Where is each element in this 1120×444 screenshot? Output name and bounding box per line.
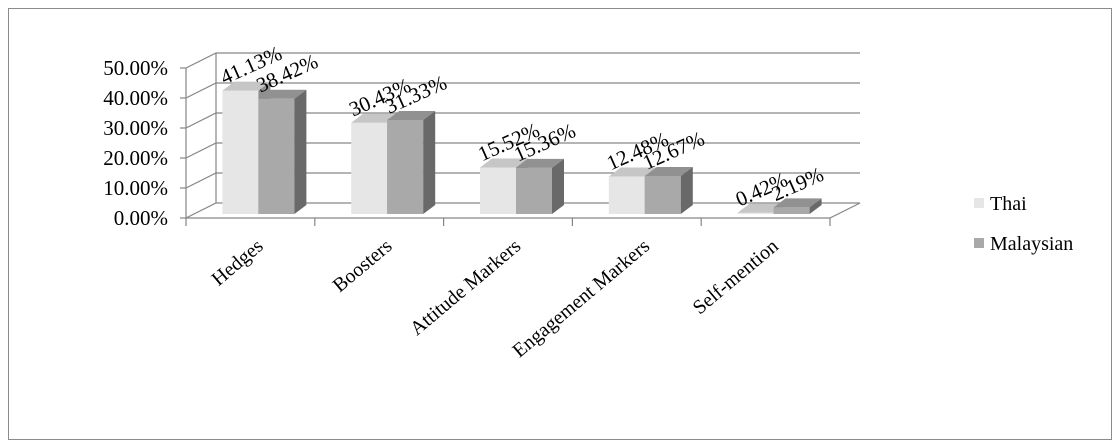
bar-front-face	[480, 167, 516, 214]
y-tick-label: 50.00%	[103, 56, 168, 80]
bar-top-face	[608, 167, 657, 177]
bar-front-face	[351, 122, 388, 214]
y-tick-label: 30.00%	[103, 116, 168, 140]
chart-bars	[222, 81, 822, 214]
x-category-label: Self-mention	[689, 235, 783, 319]
bar-front-face	[516, 167, 552, 214]
bar-top-face	[387, 111, 436, 121]
y-tick-label: 40.00%	[103, 86, 168, 110]
bar-top-face	[773, 198, 822, 208]
bar-side-face	[680, 166, 693, 214]
bar-side-face	[552, 158, 564, 214]
bar	[387, 111, 436, 214]
legend-label: Malaysian	[990, 233, 1073, 255]
bar-top-face	[258, 89, 307, 99]
x-category-label: Boosters	[329, 235, 397, 297]
y-axis: 0.00% 10.00% 20.00% 30.00% 40.00% 50.00%	[103, 56, 187, 230]
bar-front-face	[387, 120, 424, 214]
bar	[516, 158, 564, 214]
legend: Thai Malaysian	[974, 193, 1073, 255]
bar-side-face	[294, 89, 307, 214]
bar-front-face	[608, 176, 645, 214]
legend-label: Thai	[990, 193, 1027, 215]
x-category-label: Hedges	[208, 235, 268, 291]
bar-top-face	[644, 166, 693, 176]
bar-front-face	[737, 212, 774, 214]
bar-top-face	[480, 158, 528, 168]
bar-front-face	[773, 207, 810, 214]
legend-swatch	[974, 198, 984, 208]
bar-front-face	[258, 98, 295, 214]
y-tick-label: 0.00%	[114, 206, 168, 230]
bar-side-face	[423, 111, 436, 214]
bar-front-face	[644, 175, 681, 214]
bar-top-face	[516, 158, 564, 168]
x-category-label: Engagement Markers	[508, 235, 654, 362]
bar-side-face	[809, 198, 822, 214]
y-tick-label: 20.00%	[103, 146, 168, 170]
bar-front-face	[222, 90, 259, 214]
bar	[644, 166, 693, 214]
x-category-label: Attitude Markers	[406, 235, 525, 340]
y-tick-label: 10.00%	[103, 176, 168, 200]
legend-swatch	[974, 238, 984, 248]
bar	[773, 198, 822, 214]
bar	[258, 89, 307, 214]
x-axis: Hedges Boosters Attitude MarkersEngagement…	[185, 218, 831, 362]
chart-frame	[8, 8, 1112, 440]
bar-top-face	[222, 81, 271, 91]
